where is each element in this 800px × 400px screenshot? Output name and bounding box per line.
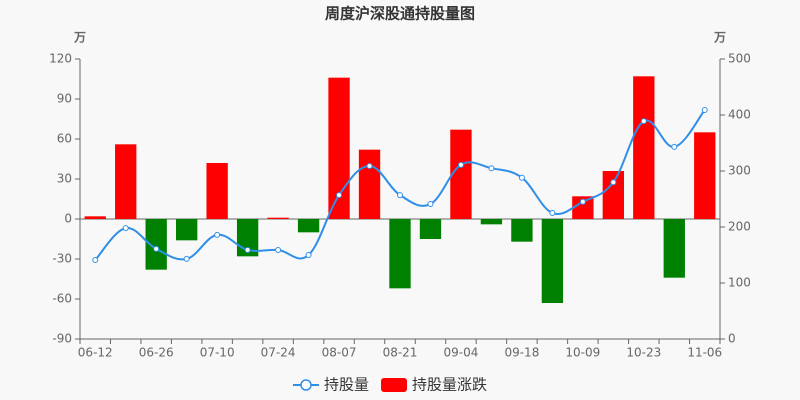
line-marker bbox=[244, 246, 251, 253]
bar bbox=[694, 132, 716, 219]
line-marker bbox=[549, 210, 556, 216]
line-marker bbox=[518, 174, 525, 181]
line-marker bbox=[153, 245, 160, 252]
y-tick-label: 120 bbox=[49, 52, 72, 66]
bar bbox=[389, 219, 411, 289]
line-marker bbox=[488, 165, 495, 172]
y-tick-label: 90 bbox=[57, 92, 72, 106]
legend-marker bbox=[300, 379, 312, 391]
bar bbox=[267, 217, 289, 219]
x-tick-label: 07-10 bbox=[200, 346, 235, 360]
bar bbox=[358, 149, 381, 219]
bar bbox=[541, 219, 564, 303]
chart-title: 周度沪深股通持股量图 bbox=[325, 5, 475, 23]
y2-axis-unit: 万 bbox=[713, 31, 726, 45]
y-tick-label: 30 bbox=[57, 172, 72, 186]
legend-swatch bbox=[381, 378, 408, 392]
x-tick-label: 09-18 bbox=[504, 346, 539, 360]
line-marker bbox=[275, 246, 282, 253]
bar bbox=[511, 219, 533, 242]
x-tick-label: 06-12 bbox=[78, 346, 113, 360]
y-tick-label: -30 bbox=[52, 252, 72, 266]
bar bbox=[450, 129, 472, 219]
y2-tick-label: 0 bbox=[728, 332, 736, 346]
x-tick-label: 10-23 bbox=[626, 346, 661, 360]
bar bbox=[328, 77, 350, 220]
line-marker bbox=[305, 252, 312, 258]
line-marker bbox=[122, 225, 129, 232]
line-marker bbox=[92, 257, 99, 264]
y-tick-label: 60 bbox=[57, 132, 72, 146]
line-marker bbox=[671, 143, 678, 150]
line-marker bbox=[336, 192, 343, 199]
y2-tick-label: 400 bbox=[728, 108, 751, 122]
bar bbox=[663, 219, 685, 278]
y-tick-label: 0 bbox=[64, 212, 72, 226]
bar bbox=[480, 219, 503, 225]
bar bbox=[84, 216, 106, 219]
bar bbox=[572, 196, 594, 219]
y-axis-unit: 万 bbox=[73, 31, 86, 45]
bar bbox=[419, 219, 442, 239]
line-marker bbox=[640, 118, 647, 125]
bar bbox=[145, 219, 167, 270]
line-marker bbox=[579, 198, 586, 205]
x-tick-label: 09-04 bbox=[444, 346, 479, 360]
x-tick-label: 08-07 bbox=[322, 346, 357, 360]
line-marker bbox=[214, 231, 221, 238]
y2-tick-label: 300 bbox=[728, 164, 751, 178]
line-marker bbox=[701, 106, 708, 113]
line-marker bbox=[366, 162, 373, 169]
bar bbox=[602, 171, 624, 219]
bar bbox=[115, 144, 137, 219]
x-tick-label: 07-24 bbox=[261, 346, 296, 360]
bar bbox=[176, 219, 198, 241]
x-tick-label: 06-26 bbox=[139, 346, 174, 360]
bar bbox=[297, 219, 320, 233]
y-tick-label: -60 bbox=[52, 292, 72, 306]
line-marker bbox=[457, 161, 464, 168]
line-marker bbox=[610, 179, 617, 186]
y-tick-label: -90 bbox=[52, 332, 72, 346]
y2-tick-label: 200 bbox=[728, 220, 751, 234]
bar bbox=[633, 76, 655, 219]
y2-tick-label: 500 bbox=[728, 52, 751, 66]
x-tick-label: 08-21 bbox=[383, 346, 418, 360]
line-marker bbox=[397, 192, 403, 199]
x-tick-label: 11-06 bbox=[687, 346, 722, 360]
y2-tick-label: 100 bbox=[728, 276, 751, 290]
x-tick-label: 10-09 bbox=[565, 346, 600, 360]
legend-text: 持股量 bbox=[324, 376, 369, 394]
legend-text: 持股量涨跌 bbox=[412, 376, 487, 394]
bar bbox=[206, 163, 228, 219]
line-marker bbox=[183, 255, 190, 262]
line-marker bbox=[427, 201, 434, 208]
